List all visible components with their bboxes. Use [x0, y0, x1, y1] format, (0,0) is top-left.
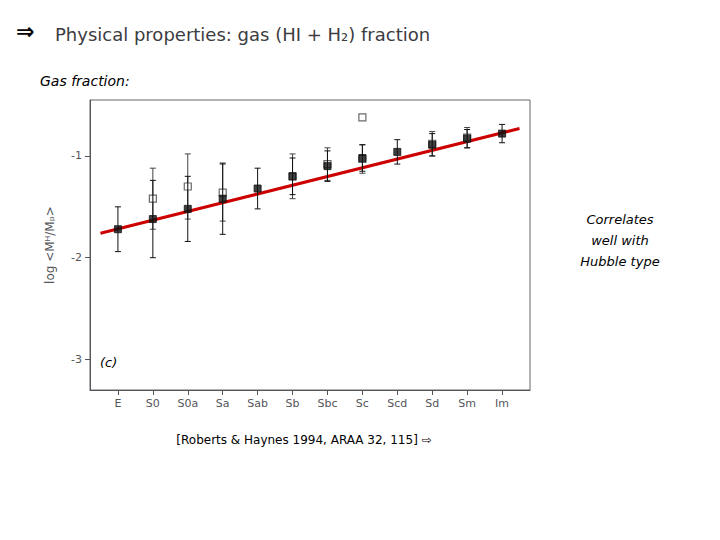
svg-text:Sab: Sab	[247, 397, 268, 410]
svg-text:-2: -2	[71, 251, 82, 264]
svg-text:[Roberts & Haynes 1994, ARAA 3: [Roberts & Haynes 1994, ARAA 32, 115] ⇨	[176, 433, 431, 447]
svg-text:-3: -3	[71, 353, 82, 366]
svg-text:S0: S0	[146, 397, 160, 410]
svg-text:Correlates: Correlates	[586, 212, 653, 227]
svg-text:Physical properties: gas (HI +: Physical properties: gas (HI + H₂) fract…	[55, 24, 430, 45]
svg-text:Scd: Scd	[387, 397, 407, 410]
svg-text:Sa: Sa	[216, 397, 230, 410]
svg-text:Sbc: Sbc	[317, 397, 337, 410]
svg-text:Sm: Sm	[458, 397, 476, 410]
svg-text:log <Mᴴ/Mₚ>: log <Mᴴ/Mₚ>	[43, 206, 57, 284]
svg-text:Hubble type: Hubble type	[580, 254, 659, 269]
svg-text:⇒: ⇒	[16, 19, 34, 44]
svg-text:Sc: Sc	[356, 397, 369, 410]
svg-text:Im: Im	[495, 397, 509, 410]
svg-text:(c): (c)	[100, 355, 117, 370]
svg-text:Sb: Sb	[286, 397, 300, 410]
svg-text:well with: well with	[591, 233, 649, 248]
svg-text:E: E	[114, 397, 121, 410]
svg-text:S0a: S0a	[177, 397, 198, 410]
svg-text:-1: -1	[71, 149, 82, 162]
svg-text:Sd: Sd	[425, 397, 439, 410]
svg-text:Gas fraction:: Gas fraction:	[40, 73, 130, 89]
